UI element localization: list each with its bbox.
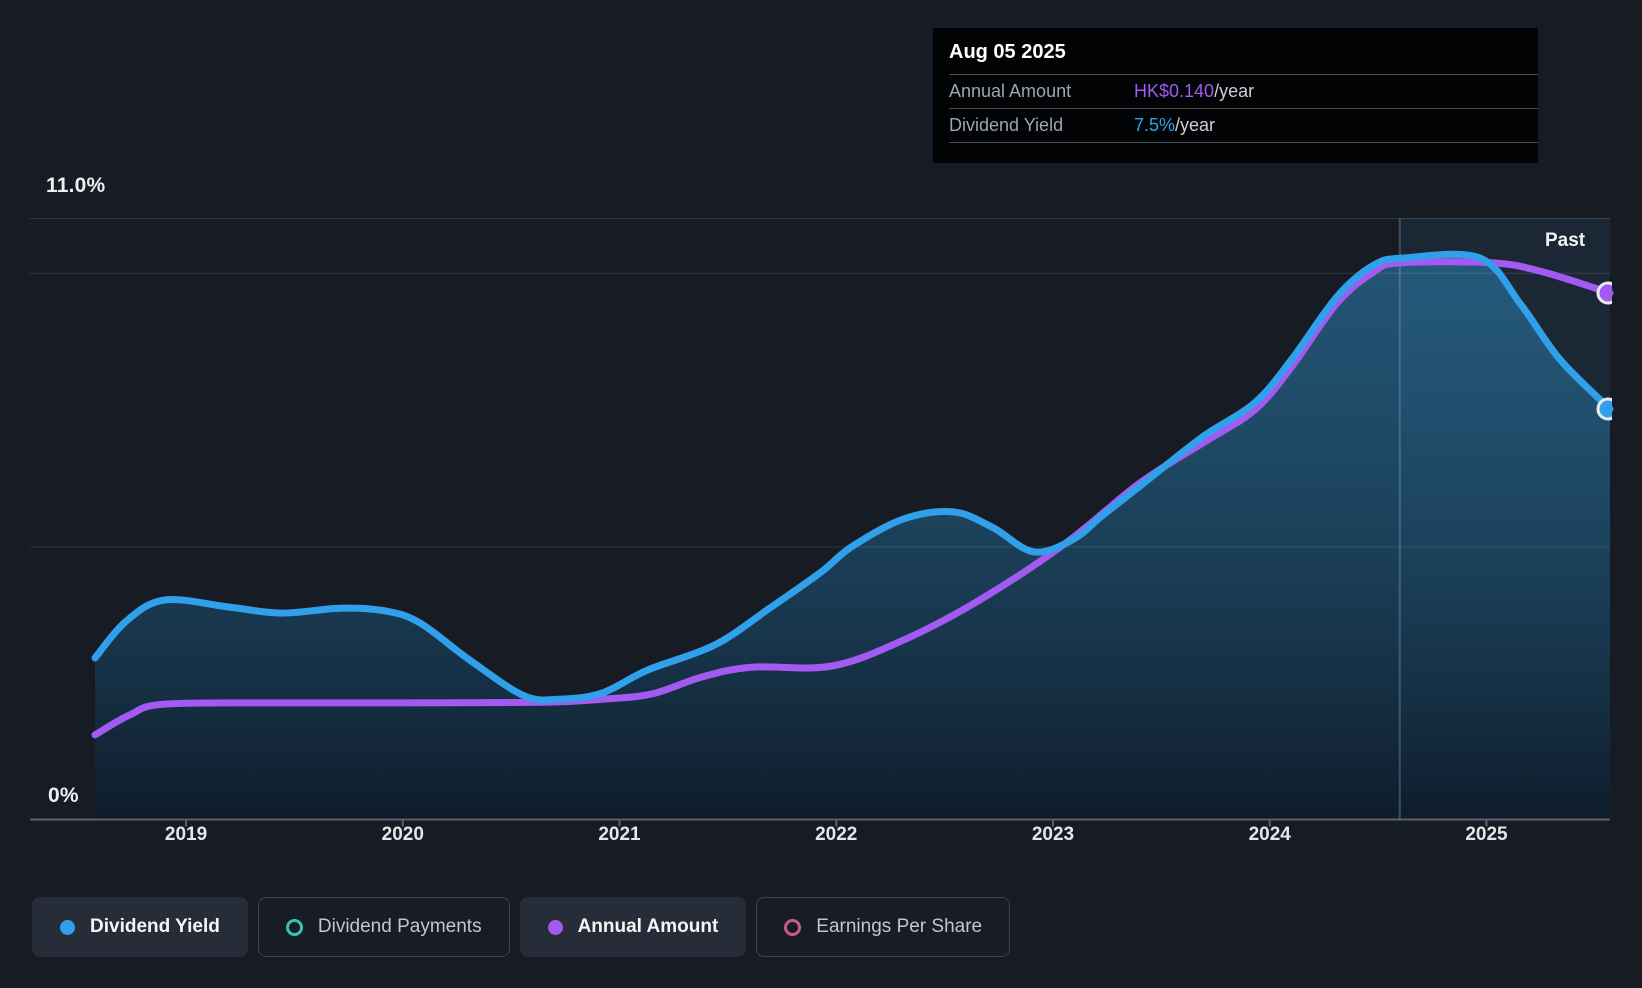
tooltip-rows: Annual Amount HK$0.140/year Dividend Yield… xyxy=(933,74,1538,142)
dividend-yield-dot-icon xyxy=(60,919,75,935)
tooltip-row-value: HK$0.140/year xyxy=(1134,81,1255,101)
earnings-per-share-ring-icon xyxy=(784,918,802,936)
x-axis-label-2025: 2025 xyxy=(1465,824,1508,845)
legend-toggle-dividend-yield[interactable]: Dividend Yield xyxy=(32,897,248,957)
tooltip-bottom-divider xyxy=(949,142,1538,153)
x-axis-label-2021: 2021 xyxy=(598,824,641,845)
tooltip-row-label: Annual Amount xyxy=(949,81,1072,101)
past-region-label: Past xyxy=(1545,230,1586,251)
dividend-payments-ring-icon xyxy=(285,918,303,936)
legend-label: Dividend Yield xyxy=(90,916,220,937)
legend-label: Earnings Per Share xyxy=(816,916,983,937)
annual-amount-dot-icon xyxy=(547,919,563,935)
legend-toggle-annual-amount[interactable]: Annual Amount xyxy=(519,897,747,957)
chart-legend: Dividend Yield Dividend Payments Annual Am… xyxy=(32,897,1011,957)
x-axis-label-2024: 2024 xyxy=(1248,824,1291,845)
y-axis-zero-label: 0% xyxy=(48,784,79,807)
x-axis-label-2020: 2020 xyxy=(381,824,424,845)
y-axis-max-label: 11.0% xyxy=(46,174,106,197)
legend-label: Annual Amount xyxy=(577,916,719,937)
tooltip-date: Aug 05 2025 xyxy=(949,41,1066,63)
tooltip-row-label: Dividend Yield xyxy=(949,115,1064,135)
x-axis-label-2019: 2019 xyxy=(164,824,208,845)
legend-toggle-earnings-per-share[interactable]: Earnings Per Share xyxy=(756,897,1011,957)
tooltip-row-dividend-yield: Dividend Yield 7.5%/year xyxy=(949,108,1538,142)
x-axis-label-2022: 2022 xyxy=(815,824,858,845)
tooltip-row-value: 7.5%/year xyxy=(1134,115,1216,135)
tooltip-row-annual-amount: Annual Amount HK$0.140/year xyxy=(949,74,1538,108)
legend-label: Dividend Payments xyxy=(317,916,482,937)
legend-toggle-dividend-payments[interactable]: Dividend Payments xyxy=(257,897,510,957)
x-axis-label-2023: 2023 xyxy=(1031,824,1075,845)
chart-tooltip: Aug 05 2025 Annual Amount HK$0.140/year Di… xyxy=(933,28,1538,163)
